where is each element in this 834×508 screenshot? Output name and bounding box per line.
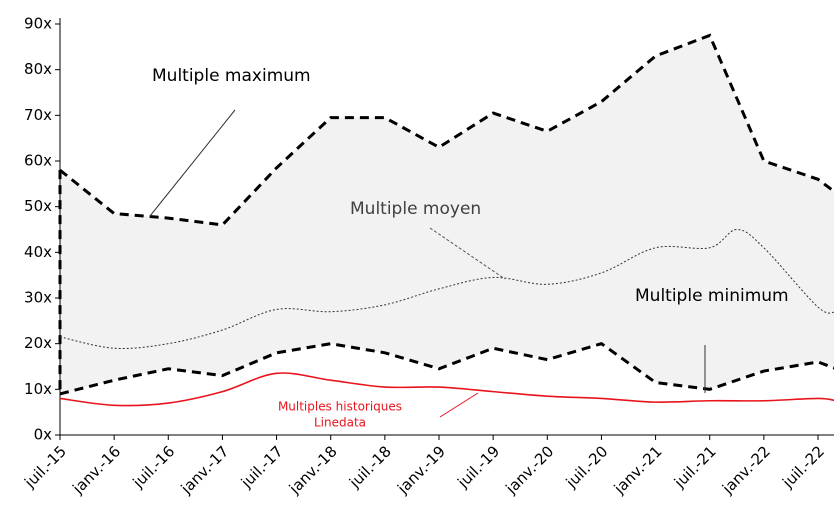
y-tick-label: 40x: [24, 243, 52, 261]
y-tick-label: 50x: [24, 197, 52, 215]
x-tick-label: juil.-21: [670, 442, 720, 492]
y-tick-label: 0x: [34, 426, 53, 444]
leader-line: [439, 392, 479, 418]
y-tick-label: 10x: [24, 380, 52, 398]
x-tick-label: juil.-22: [778, 442, 828, 492]
x-tick-label: janv.-21: [610, 442, 666, 498]
annotation: Linedata: [314, 416, 366, 430]
x-tick-label: juil.-19: [453, 442, 503, 492]
x-tick-label: janv.-17: [177, 442, 233, 498]
y-tick-label: 80x: [24, 60, 52, 78]
y-tick-label: 70x: [24, 106, 52, 124]
y-tick-label: 90x: [24, 15, 52, 33]
x-tick-label: juil.-20: [562, 442, 612, 492]
series-line: [59, 372, 834, 407]
x-tick-label: juil.-15: [20, 442, 70, 492]
x-tick-label: janv.-20: [502, 442, 558, 498]
leader-line: [429, 227, 506, 280]
x-tick-label: janv.-19: [393, 442, 449, 498]
series-line: [59, 342, 834, 396]
series-line: [59, 228, 834, 349]
x-tick-label: juil.-17: [237, 442, 287, 492]
annotation: Multiple maximum: [152, 66, 311, 86]
x-tick-label: juil.-16: [129, 442, 179, 492]
leader-line: [149, 109, 236, 217]
x-tick-label: janv.-18: [285, 442, 341, 498]
x-tick-label: juil.-18: [345, 442, 395, 492]
annotation: Multiples historiques: [278, 400, 402, 414]
x-tick-label: janv.-16: [68, 442, 124, 498]
range-band: [60, 35, 834, 394]
y-tick-label: 30x: [24, 289, 52, 307]
y-tick-label: 60x: [24, 152, 52, 170]
annotation: Multiple moyen: [350, 199, 481, 219]
x-tick-label: janv.-22: [718, 442, 774, 498]
annotation: Multiple minimum: [635, 286, 789, 306]
y-tick-label: 20x: [24, 334, 52, 352]
series-line: [59, 33, 834, 227]
